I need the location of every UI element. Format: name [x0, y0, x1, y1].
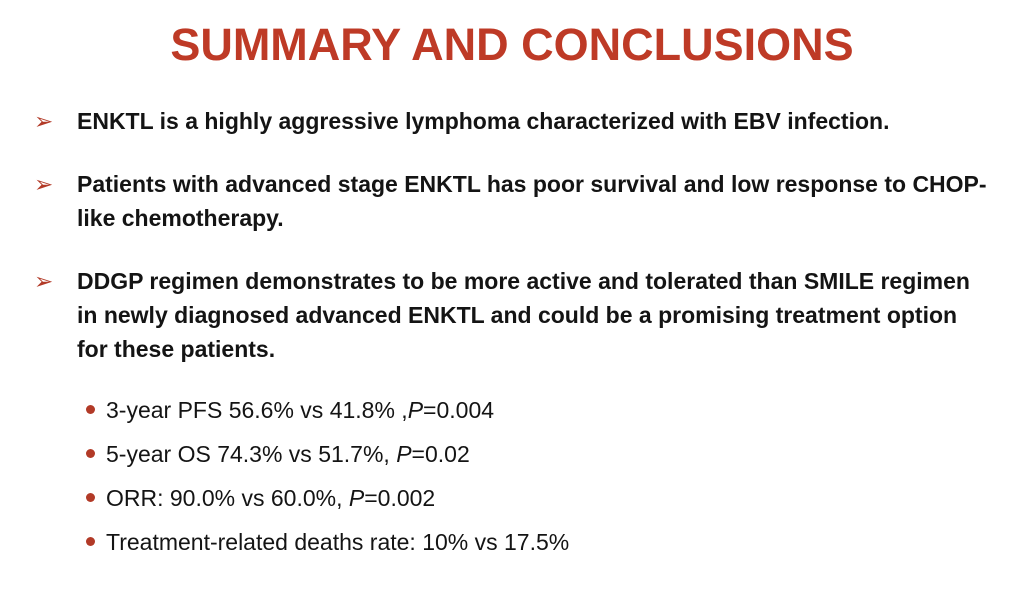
sub-bullet-segment: =0.002 [364, 484, 436, 511]
sub-bullet-pvalue-label: P [407, 396, 424, 423]
arrow-bullet-icon: ➢ [34, 267, 54, 294]
bullet-text: Patients with advanced stage ENKTL has p… [77, 170, 987, 231]
sub-bullet-text: Treatment-related deaths rate: 10% vs 17… [106, 527, 569, 557]
sub-bullet-item: ORR: 90.0% vs 60.0%, P=0.002 [86, 483, 990, 513]
sub-bullet-item: Treatment-related deaths rate: 10% vs 17… [86, 527, 990, 557]
bullet-text: ENKTL is a highly aggressive lymphoma ch… [77, 107, 890, 134]
sub-bullet-item: 3-year PFS 56.6% vs 41.8% ,P=0.004 [86, 395, 990, 425]
bullet-item: ➢ DDGP regimen demonstrates to be more a… [34, 264, 990, 366]
sub-bullet-item: 5-year OS 74.3% vs 51.7%, P=0.02 [86, 439, 990, 469]
sub-bullet-segment: ORR: 90.0% vs 60.0%, [106, 484, 349, 511]
sub-bullet-text: ORR: 90.0% vs 60.0%, P=0.002 [106, 483, 435, 513]
sub-bullet-text: 3-year PFS 56.6% vs 41.8% ,P=0.004 [106, 395, 494, 425]
arrow-bullet-icon: ➢ [34, 170, 54, 197]
sub-bullet-segment: =0.02 [411, 440, 470, 467]
bullet-list: ➢ ENKTL is a highly aggressive lymphoma … [0, 104, 1024, 366]
sub-bullet-segment: Treatment-related deaths rate: 10% vs 17… [106, 528, 570, 555]
sub-bullet-segment: =0.004 [423, 396, 495, 423]
dot-bullet-icon [86, 536, 95, 546]
sub-bullet-pvalue-label: P [348, 484, 365, 511]
arrow-bullet-icon: ➢ [34, 107, 54, 134]
bullet-item: ➢ Patients with advanced stage ENKTL has… [34, 167, 990, 235]
dot-bullet-icon [86, 404, 95, 414]
sub-bullet-text: 5-year OS 74.3% vs 51.7%, P=0.02 [106, 439, 470, 469]
bullet-item: ➢ ENKTL is a highly aggressive lymphoma … [34, 104, 990, 138]
dot-bullet-icon [86, 492, 95, 502]
sub-bullet-segment: 3-year PFS 56.6% vs 41.8% , [106, 396, 408, 423]
bullet-text: DDGP regimen demonstrates to be more act… [77, 267, 970, 362]
sub-bullet-list: 3-year PFS 56.6% vs 41.8% ,P=0.004 5-yea… [0, 395, 1024, 557]
dot-bullet-icon [86, 448, 95, 458]
slide-title: SUMMARY AND CONCLUSIONS [170, 19, 854, 70]
sub-bullet-segment: 5-year OS 74.3% vs 51.7%, [106, 440, 397, 467]
sub-bullet-pvalue-label: P [396, 440, 412, 467]
